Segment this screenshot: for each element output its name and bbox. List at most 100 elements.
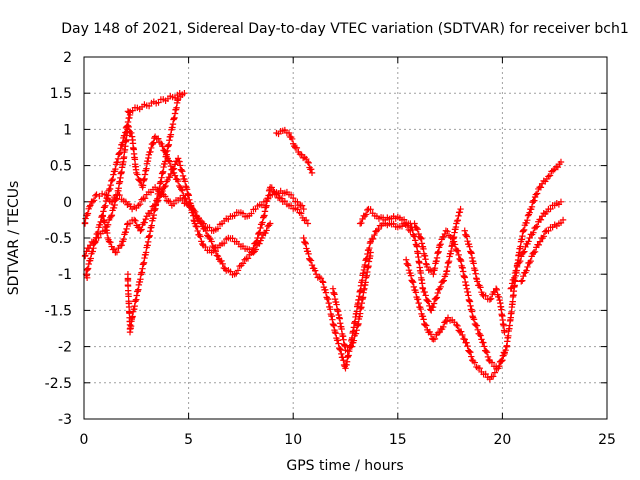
- data-point: [409, 278, 416, 285]
- data-point: [124, 108, 132, 115]
- data-point: [413, 224, 420, 232]
- data-point: [128, 129, 135, 137]
- data-point: [239, 210, 247, 217]
- data-point: [422, 292, 429, 299]
- data-point: [159, 143, 166, 150]
- data-point: [210, 247, 217, 254]
- data-point: [124, 221, 131, 228]
- data-point: [471, 359, 478, 366]
- data-point: [297, 210, 305, 217]
- data-point: [482, 347, 490, 355]
- data-point: [412, 237, 419, 244]
- data-point: [110, 168, 118, 175]
- data-point: [107, 213, 115, 220]
- data-point: [507, 285, 514, 292]
- data-point: [524, 263, 531, 271]
- data-point: [501, 328, 508, 336]
- data-point: [106, 185, 113, 193]
- data-point: [307, 257, 315, 264]
- data-point: [316, 273, 323, 281]
- data-point: [533, 190, 541, 197]
- data-point: [358, 219, 365, 227]
- data-point: [179, 187, 186, 194]
- data-point: [174, 155, 182, 162]
- data-point: [488, 359, 496, 366]
- data-point: [305, 250, 312, 258]
- data-point: [526, 234, 533, 242]
- data-point: [422, 322, 430, 329]
- data-point: [276, 194, 283, 201]
- data-point: [524, 212, 532, 219]
- data-point: [86, 257, 93, 264]
- y-tick-label: 2: [63, 50, 72, 66]
- data-point: [100, 208, 107, 215]
- y-tick-label: -3: [58, 412, 72, 428]
- data-point: [147, 148, 154, 156]
- data-point: [126, 220, 134, 227]
- y-tick-label: -2.5: [45, 376, 72, 392]
- data-point: [511, 274, 518, 282]
- data-point: [322, 289, 330, 296]
- data-point: [427, 331, 435, 338]
- data-point: [213, 252, 221, 259]
- data-point: [481, 343, 488, 350]
- data-point: [516, 257, 524, 265]
- data-point: [83, 266, 90, 274]
- data-point: [537, 216, 545, 223]
- data-point: [244, 255, 252, 262]
- data-point: [350, 337, 358, 344]
- data-point: [308, 261, 316, 269]
- data-point: [229, 235, 236, 242]
- data-point: [537, 184, 545, 191]
- data-point: [219, 260, 226, 268]
- data-point: [165, 157, 172, 164]
- data-point: [476, 330, 483, 338]
- data-point: [492, 285, 500, 292]
- data-point: [513, 263, 521, 271]
- data-point: [178, 186, 185, 193]
- data-point: [115, 151, 122, 158]
- data-point: [407, 272, 415, 279]
- data-point: [369, 235, 377, 243]
- y-tick-label: -0.5: [45, 231, 72, 247]
- data-point: [290, 194, 297, 202]
- data-point: [526, 209, 533, 216]
- data-point: [98, 213, 105, 221]
- data-point: [409, 279, 417, 286]
- data-point: [496, 296, 503, 304]
- data-point: [466, 243, 473, 250]
- data-point: [120, 134, 127, 142]
- data-point: [498, 357, 506, 364]
- data-point: [132, 217, 139, 225]
- data-point: [487, 295, 495, 302]
- data-point: [495, 362, 503, 370]
- data-point: [320, 283, 328, 291]
- data-point: [428, 307, 435, 314]
- data-point: [122, 228, 130, 236]
- data-point: [461, 227, 468, 234]
- data-point: [557, 198, 565, 205]
- data-point: [193, 223, 200, 230]
- data-point: [166, 198, 174, 205]
- data-point: [463, 233, 471, 240]
- data-point: [252, 246, 260, 253]
- data-point: [93, 191, 100, 198]
- data-point: [353, 327, 360, 334]
- data-point: [454, 217, 461, 224]
- data-point: [171, 172, 179, 179]
- data-point: [92, 234, 100, 241]
- data-point: [425, 298, 432, 305]
- data-point: [308, 169, 316, 177]
- data-point: [177, 162, 184, 169]
- data-point: [527, 257, 534, 265]
- data-point: [499, 352, 507, 359]
- data-point: [118, 141, 125, 149]
- data-point: [470, 316, 478, 323]
- data-point: [120, 236, 127, 243]
- data-point: [461, 336, 468, 343]
- data-point: [179, 168, 186, 175]
- data-point: [257, 224, 264, 232]
- data-point: [437, 283, 444, 291]
- data-point: [366, 239, 374, 247]
- data-point: [304, 220, 312, 227]
